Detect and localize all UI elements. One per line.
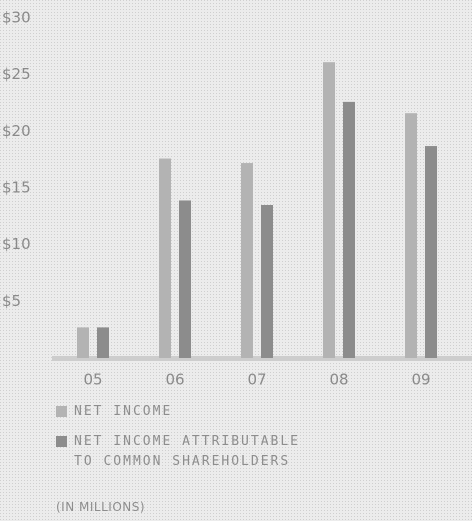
bar xyxy=(179,200,191,358)
bar xyxy=(405,113,417,358)
bar xyxy=(261,205,273,358)
bar xyxy=(159,158,171,358)
legend: NET INCOME NET INCOME ATTRIBUTABLE TO COM… xyxy=(56,402,356,482)
x-tick-label: 07 xyxy=(247,371,266,389)
legend-label: NET INCOME ATTRIBUTABLE TO COMMON SHAREH… xyxy=(74,434,301,469)
legend-item: NET INCOME ATTRIBUTABLE TO COMMON SHAREH… xyxy=(56,432,314,472)
bar xyxy=(241,163,253,358)
legend-swatch xyxy=(56,436,67,447)
y-tick-label: $10 xyxy=(2,235,31,253)
bar xyxy=(425,146,437,358)
bar xyxy=(77,327,89,358)
x-tick-label: 06 xyxy=(165,371,184,389)
y-tick-label: $20 xyxy=(2,122,31,140)
bar xyxy=(97,327,109,358)
x-tick-label: 08 xyxy=(329,371,348,389)
y-tick-label: $25 xyxy=(2,65,31,83)
legend-label: NET INCOME xyxy=(74,404,173,419)
note: (IN MILLIONS) xyxy=(56,500,146,514)
x-tick-label: 09 xyxy=(411,371,430,389)
legend-item: NET INCOME xyxy=(56,402,314,422)
bar xyxy=(343,101,355,358)
y-tick-label: $5 xyxy=(2,292,21,310)
baseline xyxy=(52,356,472,361)
y-tick-label: $30 xyxy=(2,9,31,27)
x-tick-label: 05 xyxy=(83,371,102,389)
y-tick-label: $15 xyxy=(2,179,31,197)
legend-swatch xyxy=(56,406,67,417)
bar xyxy=(323,62,335,358)
